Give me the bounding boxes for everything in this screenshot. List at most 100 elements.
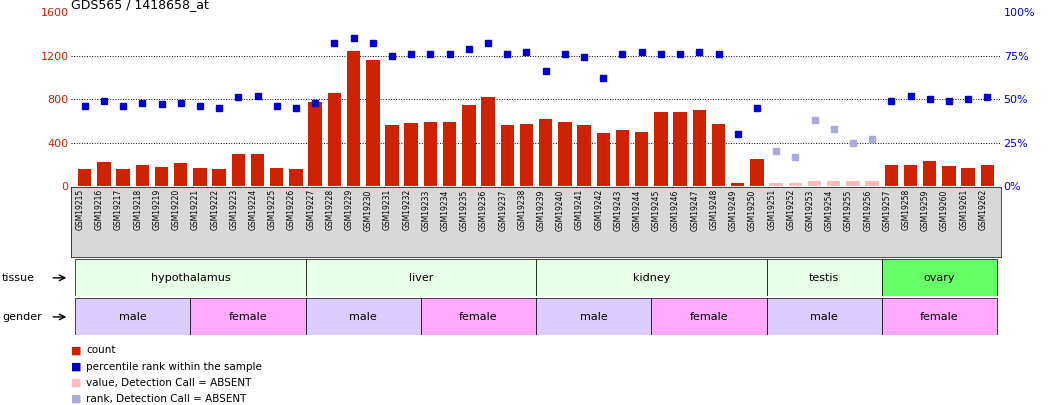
Text: count: count xyxy=(86,345,115,355)
Text: male: male xyxy=(810,312,838,322)
Bar xyxy=(881,298,997,335)
Bar xyxy=(654,112,668,186)
Bar xyxy=(536,259,766,296)
Bar xyxy=(674,112,686,186)
Bar xyxy=(923,161,937,186)
Text: ■: ■ xyxy=(71,378,82,388)
Bar xyxy=(306,298,421,335)
Text: GSM19249: GSM19249 xyxy=(728,189,738,230)
Text: GSM19240: GSM19240 xyxy=(555,189,565,230)
Text: GSM19228: GSM19228 xyxy=(325,189,334,230)
Text: GSM19257: GSM19257 xyxy=(882,189,892,230)
Text: hypothalamus: hypothalamus xyxy=(151,273,231,283)
Text: testis: testis xyxy=(809,273,839,283)
Text: GSM19258: GSM19258 xyxy=(901,189,911,230)
Text: GSM19236: GSM19236 xyxy=(479,189,488,230)
Text: kidney: kidney xyxy=(633,273,670,283)
Text: GSM19237: GSM19237 xyxy=(498,189,507,230)
Bar xyxy=(635,132,649,186)
Text: gender: gender xyxy=(2,312,42,322)
Bar xyxy=(155,167,169,186)
Text: male: male xyxy=(349,312,377,322)
Text: GSM19234: GSM19234 xyxy=(440,189,450,230)
Text: female: female xyxy=(459,312,498,322)
Bar xyxy=(501,125,514,186)
Bar xyxy=(942,166,956,186)
Bar xyxy=(712,124,725,186)
Bar xyxy=(481,97,495,186)
Text: GSM19219: GSM19219 xyxy=(153,189,161,230)
Bar xyxy=(616,130,629,186)
Text: GSM19260: GSM19260 xyxy=(940,189,949,230)
Bar xyxy=(539,119,552,186)
Text: GSM19226: GSM19226 xyxy=(287,189,296,230)
Text: GSM19223: GSM19223 xyxy=(230,189,238,230)
Text: GSM19243: GSM19243 xyxy=(613,189,623,230)
Bar xyxy=(191,298,306,335)
Text: ■: ■ xyxy=(71,345,82,355)
Text: GSM19245: GSM19245 xyxy=(652,189,661,230)
Text: GSM19252: GSM19252 xyxy=(786,189,795,230)
Bar xyxy=(75,298,191,335)
Bar xyxy=(808,181,822,186)
Text: GSM19250: GSM19250 xyxy=(748,189,757,230)
Bar xyxy=(766,259,881,296)
Text: GSM19241: GSM19241 xyxy=(575,189,584,230)
Bar xyxy=(559,122,571,186)
Bar xyxy=(116,169,130,186)
Bar xyxy=(462,104,476,186)
Bar xyxy=(903,164,917,186)
Bar xyxy=(308,102,322,186)
Bar xyxy=(651,298,766,335)
Text: ■: ■ xyxy=(71,394,82,404)
Bar xyxy=(386,125,398,186)
Text: GSM19261: GSM19261 xyxy=(959,189,968,230)
Text: female: female xyxy=(228,312,267,322)
Bar xyxy=(981,164,995,186)
Bar xyxy=(732,183,744,186)
Text: GSM19231: GSM19231 xyxy=(383,189,392,230)
Text: GSM19233: GSM19233 xyxy=(421,189,431,230)
Text: GSM19222: GSM19222 xyxy=(211,189,219,230)
Bar xyxy=(97,162,111,186)
Bar xyxy=(78,169,91,186)
Text: GSM19244: GSM19244 xyxy=(633,189,641,230)
Bar xyxy=(846,181,859,186)
Bar xyxy=(405,123,418,186)
Text: GSM19227: GSM19227 xyxy=(306,189,315,230)
Text: GSM19220: GSM19220 xyxy=(172,189,180,230)
Bar xyxy=(347,51,361,186)
Text: GSM19232: GSM19232 xyxy=(402,189,411,230)
Text: GSM19239: GSM19239 xyxy=(537,189,546,230)
Bar xyxy=(250,154,264,186)
Bar xyxy=(788,183,802,186)
Text: GSM19242: GSM19242 xyxy=(594,189,604,230)
Text: GSM19221: GSM19221 xyxy=(191,189,200,230)
Text: GSM19262: GSM19262 xyxy=(979,189,987,230)
Bar xyxy=(366,60,379,186)
Text: ■: ■ xyxy=(71,362,82,371)
Text: GSM19247: GSM19247 xyxy=(691,189,699,230)
Text: GSM19229: GSM19229 xyxy=(345,189,353,230)
Bar xyxy=(443,122,456,186)
Text: percentile rank within the sample: percentile rank within the sample xyxy=(86,362,262,371)
Bar xyxy=(881,259,997,296)
Bar xyxy=(596,133,610,186)
Bar xyxy=(289,169,303,186)
Text: GSM19215: GSM19215 xyxy=(75,189,85,230)
Text: GSM19218: GSM19218 xyxy=(133,189,143,230)
Bar xyxy=(769,183,783,186)
Bar xyxy=(193,168,206,186)
Text: GSM19253: GSM19253 xyxy=(806,189,814,230)
Bar xyxy=(693,110,706,186)
Text: rank, Detection Call = ABSENT: rank, Detection Call = ABSENT xyxy=(86,394,246,404)
Text: GSM19248: GSM19248 xyxy=(709,189,719,230)
Bar xyxy=(421,298,536,335)
Bar xyxy=(306,259,536,296)
Text: GSM19246: GSM19246 xyxy=(671,189,680,230)
Bar xyxy=(75,259,306,296)
Text: GSM19217: GSM19217 xyxy=(114,189,123,230)
Text: female: female xyxy=(690,312,728,322)
Text: GSM19259: GSM19259 xyxy=(921,189,930,230)
Bar xyxy=(766,298,881,335)
